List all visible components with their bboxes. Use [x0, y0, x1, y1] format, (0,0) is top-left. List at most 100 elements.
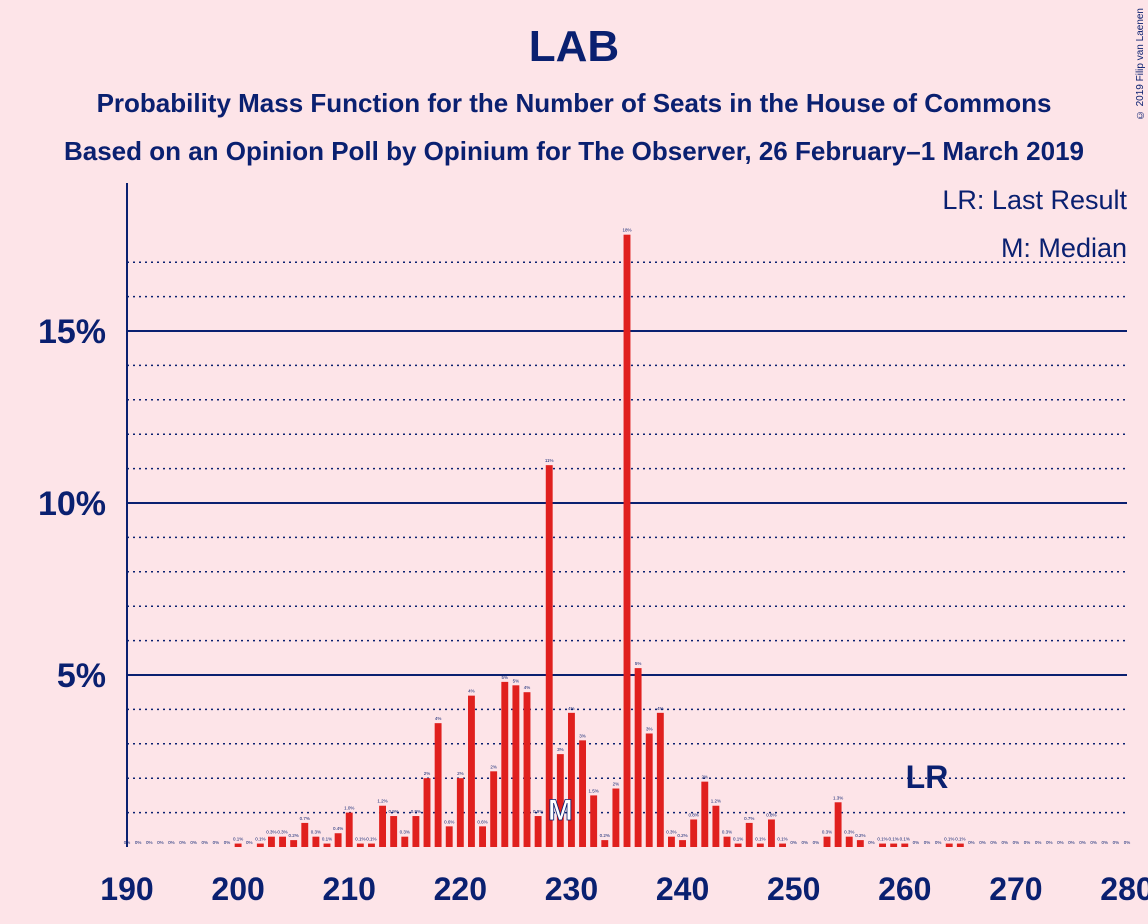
bar-data-label: 0.2% [855, 833, 865, 838]
bar [290, 840, 298, 847]
chart-title: LAB [528, 22, 620, 71]
bar [745, 822, 753, 847]
bar-data-label: 0.1% [755, 837, 765, 842]
bar-data-label: 2% [702, 775, 709, 780]
bar [690, 819, 698, 847]
bar [523, 692, 531, 847]
bar [579, 740, 586, 847]
legend-median: M: Median [1001, 233, 1127, 263]
bar [601, 840, 609, 847]
bar [623, 234, 631, 847]
bar-data-label: 0% [868, 840, 875, 845]
bar [834, 802, 842, 847]
bar [401, 836, 409, 847]
bar-data-label: 0% [802, 840, 809, 845]
bar [712, 805, 720, 847]
bar-data-label: 5% [513, 678, 520, 683]
bar-data-label: 0% [224, 840, 231, 845]
bar [945, 843, 953, 847]
bar-data-label: 0% [935, 840, 942, 845]
bar-data-label: 0% [246, 840, 253, 845]
bar [734, 843, 742, 847]
bar-data-label: 0.1% [900, 837, 910, 842]
x-tick-label: 210 [323, 871, 376, 907]
bar [234, 843, 242, 847]
bar-data-label: 0% [124, 840, 131, 845]
bar-data-label: 1.2% [377, 799, 387, 804]
x-tick-label: 240 [656, 871, 709, 907]
bar-data-label: 0% [1057, 840, 1064, 845]
bar-data-label: 0.9% [389, 809, 399, 814]
bar [412, 816, 420, 847]
bar [645, 733, 653, 847]
bar-data-label: 0.1% [877, 837, 887, 842]
bar-data-label: 0% [179, 840, 186, 845]
bar [545, 465, 553, 847]
bar-data-label: 0% [790, 840, 797, 845]
bar-data-label: 0% [1024, 840, 1031, 845]
bar-data-label: 2% [457, 771, 464, 776]
bar [612, 788, 620, 847]
bar-data-label: 11% [545, 458, 554, 463]
bar [556, 754, 564, 847]
bar-data-label: 0.1% [944, 837, 954, 842]
bar-data-label: 0.2% [289, 833, 299, 838]
bar-data-label: 0.7% [300, 816, 310, 821]
bar-data-label: 0% [1102, 840, 1109, 845]
bar [590, 795, 598, 847]
bar-data-label: 1.5% [589, 788, 599, 793]
bar [456, 778, 464, 847]
bar-data-label: 0.1% [889, 837, 899, 842]
y-tick-label: 15% [38, 313, 106, 351]
y-tick-label: 5% [57, 657, 106, 695]
bar-data-label: 0.8% [766, 812, 776, 817]
bar-data-label: 18% [622, 228, 631, 233]
bar [823, 836, 831, 847]
bar [256, 843, 264, 847]
x-tick-label: 280 [1100, 871, 1148, 907]
bar-data-label: 0.1% [233, 837, 243, 842]
chart-subtitle-source: Based on an Opinion Poll by Opinium for … [63, 136, 1085, 166]
median-marker: M [548, 794, 573, 827]
bar-data-label: 0% [913, 840, 920, 845]
bar-data-label: 0.1% [322, 837, 332, 842]
bar-data-label: 0% [1124, 840, 1131, 845]
bar [668, 836, 675, 847]
bar-data-label: 0% [213, 840, 220, 845]
bar-data-label: 0% [1002, 840, 1009, 845]
bar-data-label: 0% [924, 840, 931, 845]
x-tick-label: 190 [100, 871, 153, 907]
x-tick-label: 230 [545, 871, 598, 907]
bar-data-label: 3% [557, 747, 564, 752]
x-tick-label: 250 [767, 871, 820, 907]
bar-data-label: 0% [135, 840, 142, 845]
bar-data-label: 4% [524, 685, 531, 690]
bar-data-label: 0.3% [311, 830, 321, 835]
bar-data-label: 0.2% [677, 833, 687, 838]
bar-data-label: 0% [190, 840, 197, 845]
bar [856, 840, 864, 847]
bar-data-label: 4% [568, 706, 575, 711]
x-tick-label: 270 [989, 871, 1042, 907]
bar-data-label: 0% [813, 840, 820, 845]
bar [845, 836, 853, 847]
bar-data-label: 0.3% [822, 830, 832, 835]
bar-data-label: 0% [168, 840, 175, 845]
bar-data-label: 0.3% [666, 830, 676, 835]
bar-data-label: 0.1% [777, 837, 787, 842]
bar [634, 668, 642, 847]
bar-data-label: 0% [146, 840, 153, 845]
bar-data-label: 0.1% [366, 837, 376, 842]
bar-data-label: 0% [202, 840, 209, 845]
bar-data-label: 0% [1035, 840, 1042, 845]
bar-data-label: 3% [646, 726, 653, 731]
bar-data-label: 0.3% [266, 830, 276, 835]
bar-data-label: 0.3% [277, 830, 287, 835]
x-tick-label: 220 [434, 871, 487, 907]
bar [468, 695, 475, 847]
bar [901, 843, 909, 847]
bar [656, 712, 664, 847]
bar [379, 805, 386, 847]
bar-data-label: 0.4% [333, 826, 343, 831]
bar-data-label: 0.1% [955, 837, 965, 842]
